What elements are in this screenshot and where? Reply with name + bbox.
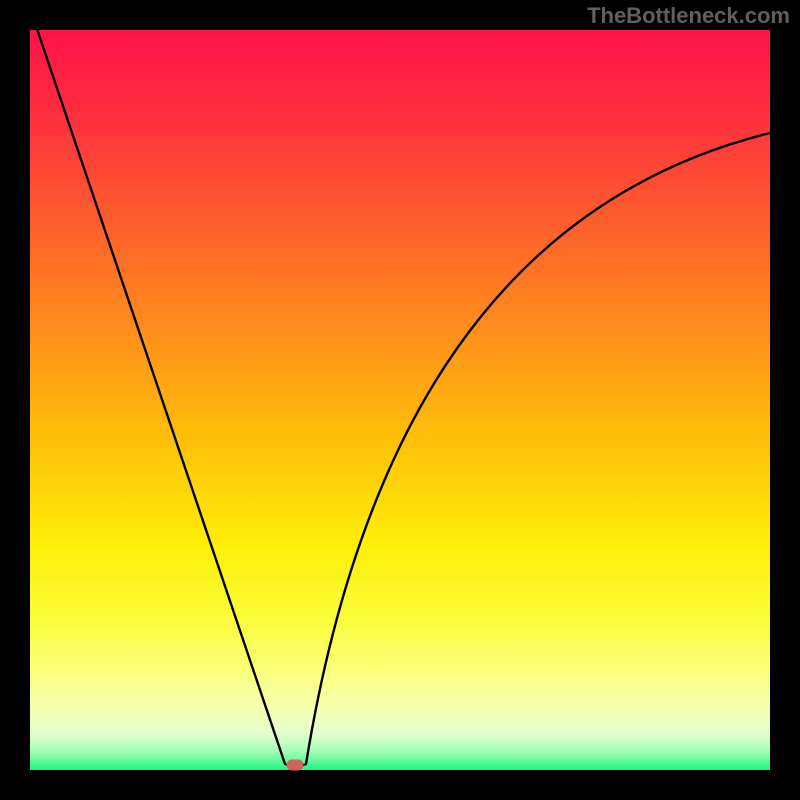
chart-container: { "canvas": { "width": 800, "height": 80… bbox=[0, 0, 800, 800]
marker-dot bbox=[287, 760, 303, 770]
chart-gradient-area bbox=[30, 30, 770, 770]
watermark-text: TheBottleneck.com bbox=[587, 3, 790, 29]
bottleneck-chart bbox=[0, 0, 800, 800]
